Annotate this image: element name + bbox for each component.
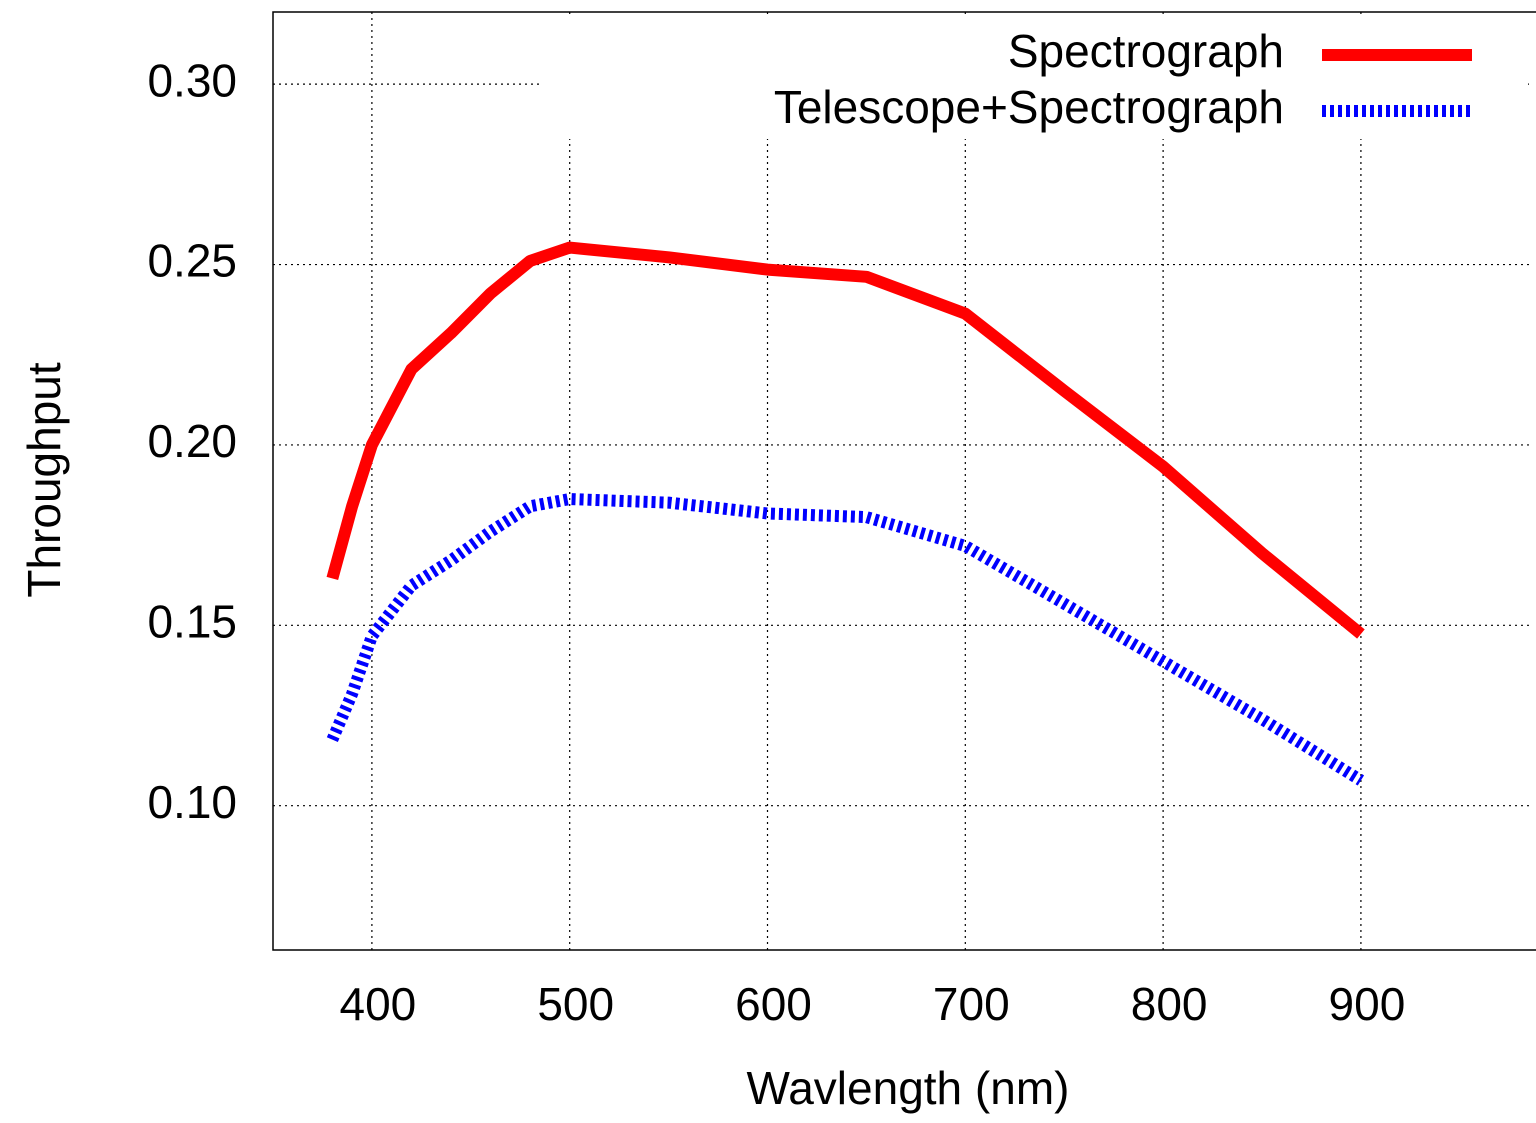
legend-label: Telescope+Spectrograph xyxy=(774,81,1284,133)
x-tick-label: 500 xyxy=(537,978,614,1030)
data-line xyxy=(326,493,1365,786)
data-line xyxy=(326,241,1365,639)
y-tick-label: 0.30 xyxy=(147,54,237,106)
y-axis-label: Throughput xyxy=(18,362,70,597)
legend-label: Spectrograph xyxy=(1008,25,1284,77)
y-tick-label: 0.15 xyxy=(147,595,237,647)
x-tick-label: 900 xyxy=(1329,978,1406,1030)
x-tick-label: 400 xyxy=(340,978,417,1030)
x-tick-label: 700 xyxy=(933,978,1010,1030)
x-tick-label: 800 xyxy=(1131,978,1208,1030)
x-axis-label: Wavlength (nm) xyxy=(747,1062,1070,1114)
y-tick-label: 0.20 xyxy=(147,415,237,467)
y-tick-label: 0.10 xyxy=(147,776,237,828)
legend-background xyxy=(540,14,1528,139)
x-tick-label: 600 xyxy=(735,978,812,1030)
plot-frame xyxy=(272,11,1536,951)
y-tick-label: 0.25 xyxy=(147,235,237,287)
